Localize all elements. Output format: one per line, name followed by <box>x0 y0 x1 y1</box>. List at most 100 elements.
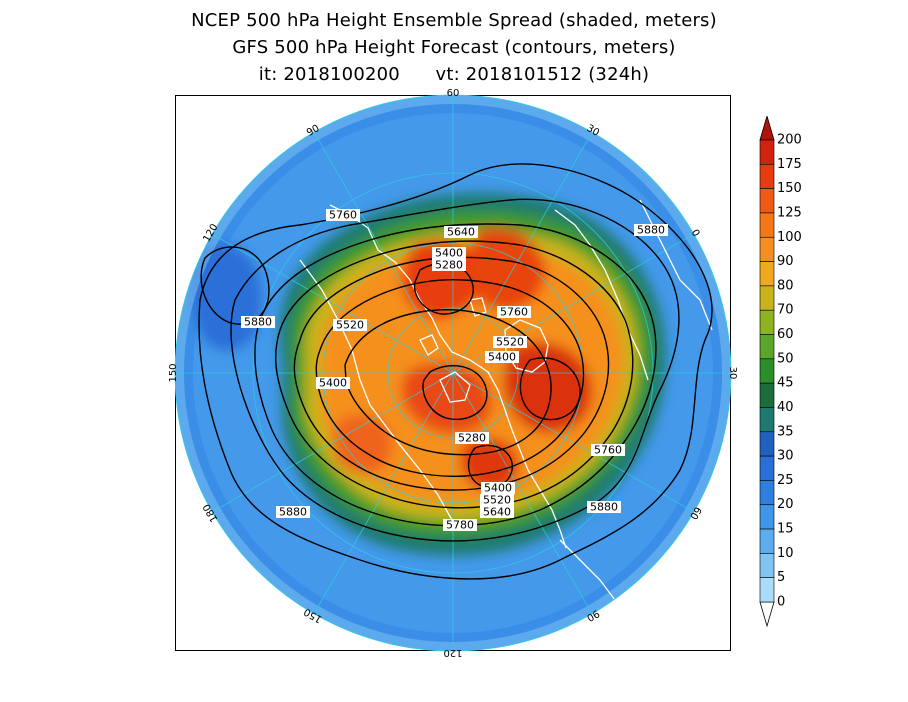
longitude-label: 120 <box>443 647 462 658</box>
colorbar-tick-label: 25 <box>777 473 794 488</box>
colorbar-cell <box>759 455 775 481</box>
contour-label: 5880 <box>276 506 310 519</box>
colorbar-tick-label: 35 <box>777 424 794 439</box>
colorbar-tick-label: 90 <box>777 254 794 269</box>
longitude-label: 30 <box>727 367 738 380</box>
colorbar-cell <box>759 504 775 530</box>
colorbar-cell <box>759 358 775 384</box>
colorbar-cell <box>759 309 775 335</box>
longitude-label: 0 <box>689 228 702 239</box>
colorbar-cell <box>759 334 775 360</box>
longitude-label: 150 <box>168 363 179 382</box>
contour-5520 <box>275 240 634 509</box>
contour-5640 <box>254 223 657 527</box>
contour-label-background <box>497 306 531 318</box>
contour-label-text: 5880 <box>637 224 665 237</box>
contour-label: 5520 <box>480 494 514 507</box>
contour-label-background <box>480 494 514 506</box>
contour-label-background <box>333 319 367 331</box>
colorbar-max-triangle <box>759 116 775 141</box>
longitude-label: 60 <box>447 88 460 99</box>
contour-label-background <box>455 432 489 444</box>
contour-label: 5780 <box>443 519 477 532</box>
meridian-line <box>212 372 454 513</box>
meridian-line <box>452 372 694 513</box>
contour-label-background <box>481 482 515 494</box>
coast-asia <box>299 259 453 521</box>
contour-label-text: 5640 <box>447 226 475 239</box>
contour-label: 5760 <box>591 444 625 457</box>
contour-label-background <box>316 377 350 389</box>
colorbar-min-triangle <box>759 601 775 628</box>
contour-5160 <box>344 309 552 456</box>
colorbar-tick-label: 30 <box>777 449 794 464</box>
meridian-lines <box>175 95 731 651</box>
disc-outline <box>174 94 732 652</box>
contour-west-closed <box>200 246 270 325</box>
contour-label-text: 5280 <box>435 259 463 272</box>
colorbar-tick-label: 70 <box>777 303 794 318</box>
colorbar-cell <box>759 164 775 189</box>
contour-label-background <box>587 501 621 513</box>
contour-label-text: 5520 <box>496 336 524 349</box>
colorbar-tick-label: 100 <box>777 230 802 245</box>
contour-label-background <box>241 316 275 328</box>
contour-label: 5880 <box>241 316 275 329</box>
contour-label: 5520 <box>493 336 527 349</box>
contour-label-background <box>485 351 519 363</box>
contour-label-text: 5880 <box>590 501 618 514</box>
colorbar-tick-label: 5 <box>777 570 785 585</box>
colorbar-cell <box>759 285 775 311</box>
contour-label-text: 5400 <box>488 351 516 364</box>
contour-label: 5640 <box>480 506 514 519</box>
contour-label: 5640 <box>444 226 478 239</box>
colorbar: 2001751501251009080706050454035302520151… <box>759 116 802 628</box>
contour-label-text: 5400 <box>435 247 463 260</box>
contour-label-text: 5400 <box>319 377 347 390</box>
coast-north-america <box>329 204 567 549</box>
coast-south-america <box>559 539 616 601</box>
contour-label: 5280 <box>455 432 489 445</box>
contour-label: 5280 <box>432 259 466 272</box>
coast-europe <box>554 209 649 381</box>
contour-label: 5400 <box>485 351 519 364</box>
contour-low-east <box>519 357 581 421</box>
contour-label-background <box>276 506 310 518</box>
height-contours <box>198 163 713 580</box>
colorbar-tick-label: 125 <box>777 205 802 220</box>
contour-5280 <box>315 279 585 477</box>
contour-label-background <box>493 336 527 348</box>
contour-label: 5400 <box>432 247 466 260</box>
contour-label-background <box>591 444 625 456</box>
contour-label: 5760 <box>326 209 360 222</box>
colorbar-tick-label: 20 <box>777 497 794 512</box>
contour-label-text: 5780 <box>446 519 474 532</box>
contour-label-text: 5400 <box>484 482 512 495</box>
contour-label-text: 5280 <box>458 432 486 445</box>
colorbar-cell <box>759 382 775 408</box>
contour-label-text: 5880 <box>279 506 307 519</box>
colorbar-cell <box>759 577 775 603</box>
contour-5400 <box>293 256 610 491</box>
contour-label-background <box>326 209 360 221</box>
map-title-line-2: GFS 500 hPa Height Forecast (contours, m… <box>232 37 676 58</box>
longitude-label: 90 <box>584 607 601 623</box>
contour-label: 5760 <box>497 306 531 319</box>
colorbar-tick-label: 15 <box>777 522 794 537</box>
contour-label-text: 5760 <box>500 306 528 319</box>
contour-5880 <box>198 163 713 580</box>
colorbar-tick-label: 200 <box>777 133 802 148</box>
colorbar-cell <box>759 431 775 457</box>
meridian-line <box>452 132 593 374</box>
graticule <box>175 95 731 651</box>
colorbar-cell <box>759 528 775 554</box>
contour-label: 5880 <box>587 501 621 514</box>
shade-red-blob-2 <box>469 227 546 311</box>
colorbar-cell <box>759 480 775 506</box>
coast-arctic-islands <box>419 297 487 403</box>
colorbar-tick-labels: 2001751501251009080706050454035302520151… <box>777 133 802 610</box>
colorbar-cell <box>759 212 775 238</box>
colorbar-tick-label: 0 <box>777 595 785 610</box>
colorbar-tick-label: 50 <box>777 351 794 366</box>
contour-label-background <box>480 506 514 518</box>
